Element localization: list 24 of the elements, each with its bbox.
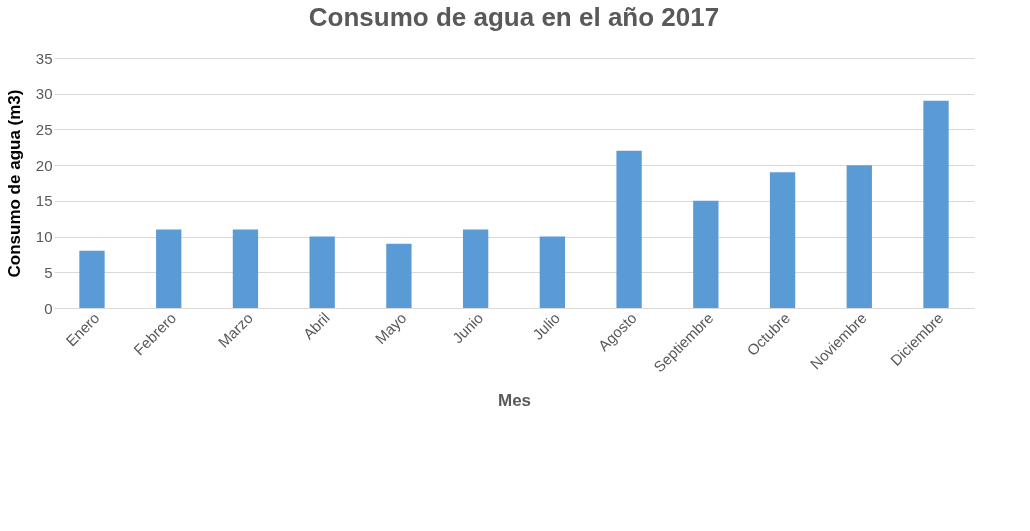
y-tick-label: 30 (35, 85, 53, 103)
bar (386, 243, 412, 308)
bar (539, 236, 566, 308)
y-tick-label: 25 (35, 120, 53, 138)
chart-title: Consumo de agua en el año 2017 (308, 2, 720, 32)
x-axis-title: Mes (497, 391, 532, 411)
bar (79, 250, 105, 308)
y-axis-title: Consumo de agua (m3) (4, 89, 24, 278)
y-tick-label: 10 (35, 228, 53, 246)
y-tick-label: 15 (35, 192, 53, 210)
y-tick-label: 0 (44, 299, 53, 317)
bar (693, 200, 719, 308)
x-tick-label: Julio (529, 309, 563, 343)
bar (232, 229, 259, 308)
bar (156, 229, 182, 308)
bar (616, 150, 642, 308)
bar (923, 100, 949, 308)
y-tick-label: 35 (35, 49, 53, 67)
y-tick-label: 5 (44, 263, 53, 281)
bar (846, 165, 872, 308)
y-tick-label: 20 (35, 156, 53, 174)
bar (462, 229, 489, 308)
bar (769, 172, 796, 308)
bar (309, 236, 335, 308)
